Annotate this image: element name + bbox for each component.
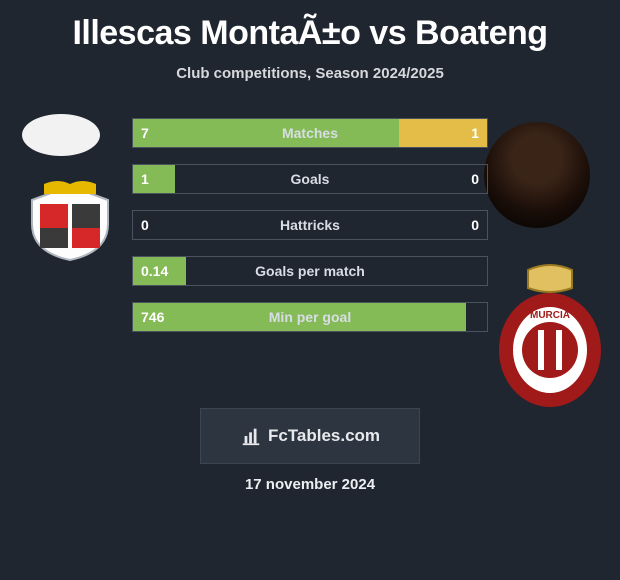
player-silhouette — [22, 114, 100, 156]
stat-row-mpg: 746 Min per goal — [132, 302, 488, 332]
footer-date: 17 november 2024 — [0, 476, 620, 493]
stat-left-value: 7 — [133, 119, 399, 147]
stat-left-value: 746 — [133, 303, 466, 331]
algeciras-crest — [20, 178, 120, 264]
stat-right-value — [471, 257, 487, 285]
footer-brand-label: FcTables.com — [268, 426, 380, 446]
boateng-avatar — [484, 122, 590, 228]
stat-right-value — [471, 303, 487, 331]
svg-text:MURCIA: MURCIA — [530, 310, 570, 321]
page-title: Illescas MontaÃ±o vs Boateng — [0, 0, 620, 53]
stat-row-goals: 1 0 Goals — [132, 164, 488, 194]
stat-label: Goals — [133, 165, 487, 193]
stat-left-value: 0 — [133, 211, 157, 239]
stat-row-matches: 7 1 Matches — [132, 118, 488, 148]
stat-label: Goals per match — [133, 257, 487, 285]
stat-left-value: 1 — [133, 165, 175, 193]
stat-left-value: 0.14 — [133, 257, 186, 285]
real-murcia-crest: MURCIA — [498, 258, 602, 410]
page-subtitle: Club competitions, Season 2024/2025 — [0, 65, 620, 82]
bar-chart-icon — [240, 425, 262, 447]
footer-brand-plate: FcTables.com — [200, 408, 420, 464]
stat-row-gpm: 0.14 Goals per match — [132, 256, 488, 286]
stat-label: Hattricks — [133, 211, 487, 239]
stat-row-hattricks: 0 0 Hattricks — [132, 210, 488, 240]
stat-right-value: 0 — [463, 165, 487, 193]
stat-right-value: 1 — [399, 119, 488, 147]
stats-table: 7 1 Matches 1 0 Goals 0 0 Hattricks 0.14… — [132, 118, 488, 332]
stat-right-value: 0 — [463, 211, 487, 239]
